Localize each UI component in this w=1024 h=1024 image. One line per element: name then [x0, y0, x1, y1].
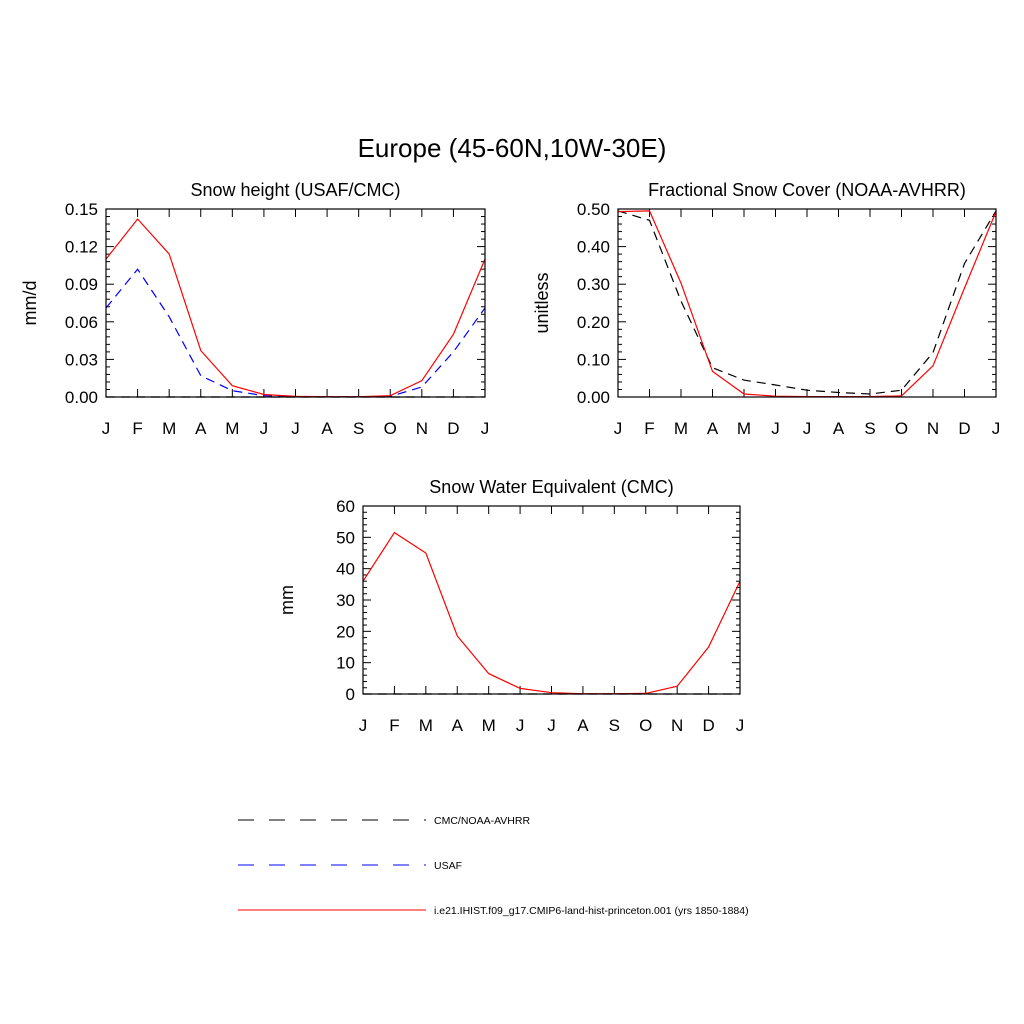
x-tick-label: N	[416, 419, 428, 438]
y-tick-label: 0.15	[65, 200, 98, 219]
x-tick-label: D	[958, 419, 970, 438]
x-tick-label: A	[833, 419, 845, 438]
panel-title: Fractional Snow Cover (NOAA-AVHRR)	[648, 180, 966, 200]
x-tick-label: J	[547, 716, 556, 735]
x-tick-label: F	[389, 716, 399, 735]
y-tick-label: 0.40	[577, 238, 610, 257]
x-tick-label: J	[803, 419, 812, 438]
tick-marks	[617, 208, 997, 398]
y-tick-label: 0.20	[577, 313, 610, 332]
series-line-dashed-2	[617, 210, 997, 395]
x-tick-label: M	[162, 419, 176, 438]
y-axis-label: unitless	[532, 272, 552, 333]
y-tick-label: 0.06	[65, 313, 98, 332]
x-tick-label: S	[609, 716, 620, 735]
x-tick-label: N	[671, 716, 683, 735]
x-tick-label: O	[895, 419, 908, 438]
x-tick-label: O	[384, 419, 397, 438]
x-tick-label: F	[132, 419, 142, 438]
y-tick-label: 0	[346, 685, 355, 704]
legend-entry-1: CMC/NOAA-AVHRR	[238, 815, 530, 827]
x-tick-label: A	[195, 419, 207, 438]
y-tick-label: 0.30	[577, 275, 610, 294]
legend-label: USAF	[434, 860, 462, 872]
x-tick-label: F	[644, 419, 654, 438]
x-tick-label: M	[482, 716, 496, 735]
y-tick-label: 0.00	[65, 388, 98, 407]
chart-panel-3: Snow Water Equivalent (CMC) mm 0 10 20 30 40 50…	[277, 477, 744, 735]
x-tick-label: N	[927, 419, 939, 438]
chart-panel-2: Fractional Snow Cover (NOAA-AVHRR) unitle…	[532, 180, 1000, 438]
x-tick-label: D	[447, 419, 459, 438]
legend-entry-2: USAF	[238, 860, 462, 872]
plot-frame	[362, 505, 741, 695]
x-tick-label: A	[707, 419, 719, 438]
y-tick-label: 0.50	[577, 200, 610, 219]
legend-label: CMC/NOAA-AVHRR	[434, 815, 530, 827]
y-axis-label: mm	[277, 585, 297, 615]
series-line-dashed-2	[105, 268, 486, 398]
y-tick-label: 10	[336, 654, 355, 673]
chart-panels: Snow height (USAF/CMC) mm/d 0.00 0.03 0.06 0.…	[20, 180, 1000, 735]
panel-title: Snow Water Equivalent (CMC)	[429, 477, 673, 497]
y-tick-label: 30	[336, 591, 355, 610]
plot-frame	[105, 208, 486, 398]
legend: CMC/NOAA-AVHRR USAF i.e21.IHIST.f09_g17.CM…	[238, 815, 749, 917]
x-tick-label: A	[577, 716, 589, 735]
figure-title: Europe (45-60N,10W-30E)	[358, 133, 667, 163]
x-tick-label: A	[452, 716, 464, 735]
x-tick-label: J	[260, 419, 269, 438]
y-tick-label: 0.09	[65, 275, 98, 294]
x-tick-label: J	[291, 419, 300, 438]
x-tick-label: J	[102, 419, 111, 438]
x-tick-label: S	[864, 419, 875, 438]
y-tick-label: 0.03	[65, 350, 98, 369]
y-axis-label: mm/d	[20, 281, 40, 326]
x-tick-label: A	[321, 419, 333, 438]
panel-title: Snow height (USAF/CMC)	[190, 180, 400, 200]
x-tick-label: J	[614, 419, 623, 438]
y-tick-label: 60	[336, 497, 355, 516]
x-tick-label: O	[639, 716, 652, 735]
chart-panel-1: Snow height (USAF/CMC) mm/d 0.00 0.03 0.06 0.…	[20, 180, 489, 438]
x-tick-label: J	[516, 716, 525, 735]
legend-label: i.e21.IHIST.f09_g17.CMIP6-land-hist-prin…	[434, 905, 749, 917]
tick-marks	[362, 505, 741, 695]
x-tick-label: D	[702, 716, 714, 735]
x-tick-label: J	[481, 419, 490, 438]
y-tick-label: 20	[336, 622, 355, 641]
y-tick-label: 0.12	[65, 238, 98, 257]
y-tick-label: 40	[336, 560, 355, 579]
x-tick-label: J	[771, 419, 780, 438]
x-tick-label: M	[674, 419, 688, 438]
x-tick-label: M	[225, 419, 239, 438]
plot-frame	[617, 208, 997, 398]
x-tick-label: J	[992, 419, 1001, 438]
y-tick-label: 0.00	[577, 388, 610, 407]
x-tick-label: J	[359, 716, 368, 735]
tick-marks	[105, 208, 486, 398]
series-line-solid-1	[362, 531, 741, 695]
x-tick-label: S	[353, 419, 364, 438]
x-tick-label: M	[737, 419, 751, 438]
legend-entry-3: i.e21.IHIST.f09_g17.CMIP6-land-hist-prin…	[238, 905, 749, 917]
series-line-solid-1	[617, 210, 997, 398]
x-tick-label: J	[736, 716, 745, 735]
series-line-solid-1	[105, 218, 486, 398]
y-tick-label: 50	[336, 528, 355, 547]
x-tick-label: M	[419, 716, 433, 735]
y-tick-label: 0.10	[577, 350, 610, 369]
